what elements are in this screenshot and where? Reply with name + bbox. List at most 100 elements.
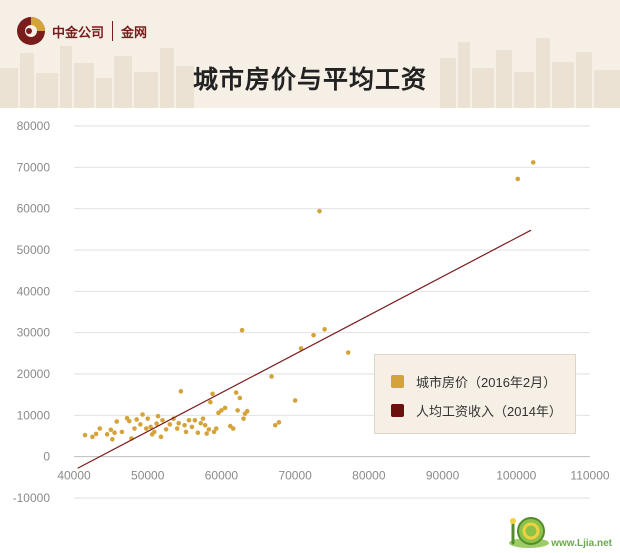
scatter-point-5	[108, 427, 114, 433]
scatter-point-24	[158, 434, 164, 440]
scatter-point-16	[140, 412, 145, 417]
scatter-point-26	[163, 427, 169, 432]
scatter-point-62	[292, 398, 298, 403]
y-tick-label-70000: 70000	[17, 160, 51, 174]
scatter-point-43	[208, 399, 213, 405]
scatter-point-18	[145, 416, 151, 421]
trend-line-group	[77, 229, 532, 469]
x-tick-label-50000: 50000	[131, 469, 165, 483]
legend-label-house-price: 城市房价（2016年2月）	[416, 375, 557, 390]
scatter-point-25	[160, 417, 165, 423]
scatter-point-4	[104, 432, 110, 437]
scatter-point-41	[204, 431, 209, 436]
scatter-point-34	[186, 417, 192, 423]
x-tick-label-70000: 70000	[278, 469, 312, 483]
site-watermark: www.Ljia.net	[505, 509, 612, 549]
logo-secondary-text: 金网	[121, 24, 148, 40]
scatter-point-46	[213, 426, 219, 431]
scatter-point-1	[90, 434, 95, 440]
legend-item-income: 人均工资收入（2014年）	[391, 401, 562, 420]
scatter-point-48	[219, 408, 224, 413]
header-banner: 中金公司 金网 城市房价与平均工资	[0, 0, 620, 108]
scatter-point-37	[195, 430, 201, 435]
y-tick-label-40000: 40000	[17, 284, 51, 298]
scatter-point-67	[345, 350, 351, 355]
y-tick-label--10000: -10000	[13, 491, 51, 505]
scatter-point-15	[138, 422, 143, 427]
y-tick-label-0: 0	[43, 450, 50, 464]
scatter-point-64	[311, 332, 316, 338]
y-tick-label-10000: 10000	[17, 408, 51, 422]
scatter-point-39	[200, 416, 206, 421]
scatter-point-54	[237, 395, 243, 401]
scatter-points	[82, 160, 536, 442]
scatter-point-7	[112, 430, 117, 435]
trend-line	[77, 229, 532, 469]
scatter-point-61	[276, 420, 282, 425]
scatter-point-9	[119, 429, 125, 435]
scatter-point-14	[134, 417, 139, 422]
scatter-point-44	[210, 391, 215, 397]
y-tick-label-20000: 20000	[17, 367, 51, 381]
scatter-point-45	[211, 429, 217, 435]
scatter-point-8	[114, 419, 120, 424]
scatter-point-22	[154, 421, 159, 426]
x-axis-tick-labels: 40000 50000 60000 70000 80000 90000 100000 1100…	[57, 469, 610, 483]
x-tick-label-60000: 60000	[205, 469, 239, 483]
chart-title: 城市房价与平均工资	[192, 66, 427, 94]
scatter-point-32	[182, 422, 187, 428]
y-tick-label-30000: 30000	[17, 326, 51, 340]
scatter-point-23	[155, 413, 161, 419]
x-tick-label-110000: 110000	[570, 469, 609, 483]
scatter-point-69	[530, 160, 536, 165]
snail-logo-icon	[509, 517, 550, 548]
y-tick-label-50000: 50000	[17, 243, 51, 257]
scatter-point-58	[244, 408, 250, 414]
legend-swatch-house-price	[391, 375, 404, 388]
scatter-point-55	[239, 327, 245, 333]
scatter-point-0	[82, 432, 88, 438]
scatter-point-19	[148, 424, 153, 430]
grid-lines	[74, 125, 590, 499]
scatter-point-21	[152, 429, 157, 435]
cicc-logo-icon	[17, 17, 45, 45]
scatter-point-33	[183, 429, 189, 435]
y-axis-tick-labels: -10000 0 10000 20000 30000 40000 50000 60000 700…	[13, 119, 51, 505]
scatter-point-59	[269, 374, 274, 379]
scatter-point-31	[178, 389, 184, 394]
scatter-point-60	[272, 422, 278, 428]
scatter-point-17	[143, 426, 149, 431]
legend: 城市房价（2016年2月） 人均工资收入（2014年）	[374, 354, 576, 434]
x-tick-label-90000: 90000	[426, 469, 460, 483]
scatter-point-40	[202, 422, 208, 428]
scatter-point-29	[174, 426, 180, 431]
scatter-chart: -10000 0 10000 20000 30000 40000 50000 60000 700…	[13, 119, 610, 505]
legend-swatch-income	[391, 404, 404, 417]
skyline-decoration	[0, 38, 620, 108]
scatter-point-6	[110, 437, 115, 442]
x-tick-label-100000: 100000	[496, 469, 536, 483]
scatter-point-66	[322, 327, 327, 332]
legend-item-house-price: 城市房价（2016年2月）	[391, 372, 556, 391]
scatter-point-56	[241, 416, 246, 421]
scatter-point-2	[93, 431, 99, 437]
brand-logo[interactable]: 中金公司 金网	[16, 14, 147, 48]
scatter-point-49	[222, 405, 228, 411]
logo-primary-text: 中金公司	[52, 24, 105, 40]
logo-divider	[112, 21, 114, 41]
scatter-point-52	[233, 390, 239, 395]
x-tick-label-80000: 80000	[352, 469, 386, 483]
scatter-point-13	[132, 426, 137, 431]
scatter-point-27	[167, 422, 173, 427]
scatter-point-42	[206, 427, 212, 432]
scatter-point-11	[126, 418, 132, 424]
scatter-point-38	[198, 420, 204, 426]
y-tick-label-60000: 60000	[17, 202, 51, 216]
scatter-point-68	[515, 176, 521, 182]
x-tick-label-40000: 40000	[57, 469, 91, 483]
scatter-point-36	[192, 417, 198, 423]
watermark-url: www.Ljia.net	[551, 538, 612, 549]
legend-label-income: 人均工资收入（2014年）	[416, 404, 562, 419]
scatter-point-51	[230, 426, 236, 431]
scatter-point-35	[189, 424, 195, 430]
